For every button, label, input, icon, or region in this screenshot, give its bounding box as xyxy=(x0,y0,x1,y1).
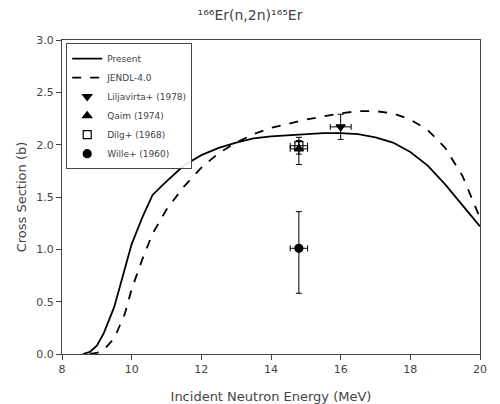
svg-text:2.5: 2.5 xyxy=(36,86,54,99)
svg-text:10: 10 xyxy=(125,363,139,376)
svg-text:Wille+ (1960): Wille+ (1960) xyxy=(107,149,169,159)
svg-text:Liljavirta+ (1978): Liljavirta+ (1978) xyxy=(107,92,186,102)
svg-text:16: 16 xyxy=(334,363,348,376)
svg-text:¹⁶⁶Er(n,2n)¹⁶⁵Er: ¹⁶⁶Er(n,2n)¹⁶⁵Er xyxy=(198,7,303,23)
svg-text:3.0: 3.0 xyxy=(36,34,54,47)
svg-text:0.0: 0.0 xyxy=(36,348,54,361)
svg-text:20: 20 xyxy=(473,363,487,376)
svg-text:Qaim (1974): Qaim (1974) xyxy=(107,111,164,121)
svg-text:18: 18 xyxy=(403,363,417,376)
svg-text:Present: Present xyxy=(107,54,141,64)
svg-text:8: 8 xyxy=(59,363,66,376)
svg-text:2.0: 2.0 xyxy=(36,139,54,152)
svg-text:14: 14 xyxy=(264,363,278,376)
svg-text:12: 12 xyxy=(194,363,208,376)
svg-text:Incident Neutron Energy (MeV): Incident Neutron Energy (MeV) xyxy=(171,389,372,404)
svg-text:1.5: 1.5 xyxy=(36,191,54,204)
svg-text:JENDL-4.0: JENDL-4.0 xyxy=(106,73,152,83)
svg-text:1.0: 1.0 xyxy=(36,243,54,256)
svg-text:Cross Section (b): Cross Section (b) xyxy=(14,142,29,253)
svg-text:0.5: 0.5 xyxy=(36,296,54,309)
svg-text:Dilg+ (1968): Dilg+ (1968) xyxy=(107,130,165,140)
